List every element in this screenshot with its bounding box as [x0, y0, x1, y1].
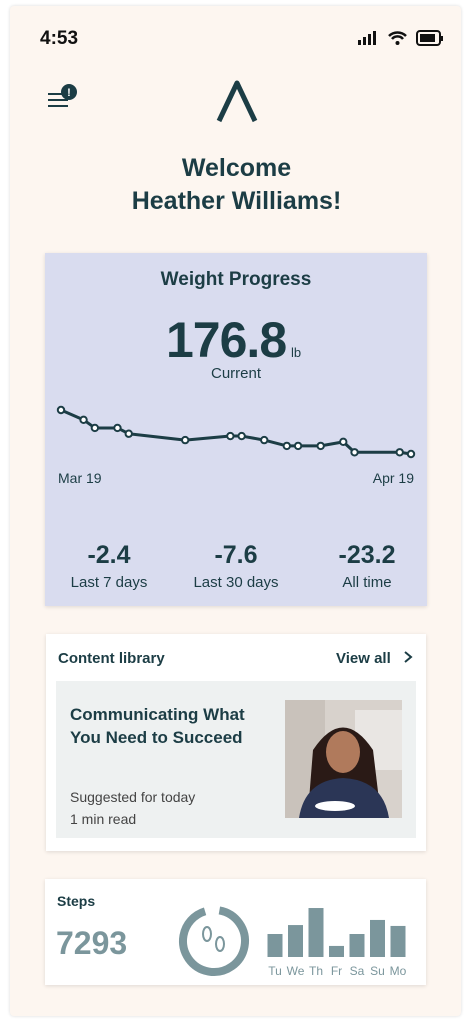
- weight-point: [395, 448, 404, 457]
- day-label: Fr: [331, 964, 342, 978]
- welcome-line: Welcome: [181, 154, 292, 182]
- weight-point: [237, 431, 246, 441]
- chevron: [404, 651, 413, 663]
- status-time: 4:53: [40, 28, 79, 49]
- weight-unit: lb: [291, 345, 302, 360]
- change-value: -23.2: [338, 541, 396, 569]
- day-label: Th: [309, 964, 323, 978]
- article-title: Communicating What You Need to Succeed: [70, 705, 245, 747]
- day-label: Su: [370, 964, 385, 978]
- notification-badge: !: [67, 87, 71, 99]
- steps-title: Steps: [57, 893, 96, 909]
- weight-chart: Mar 19 Apr 19: [56, 405, 416, 486]
- weight-point: [180, 435, 190, 445]
- step-bar: [349, 934, 365, 957]
- content-card: Content library View all Communicating W…: [46, 634, 426, 851]
- weight-card[interactable]: Weight Progress 176.8 lb Current Mar 19 A…: [45, 253, 427, 606]
- step-bar: [308, 908, 324, 957]
- change-label: All time: [342, 574, 392, 591]
- change-stat: -23.2 All time: [307, 541, 427, 591]
- weight-point: [339, 437, 348, 447]
- steps-card[interactable]: Steps 7293 Tu We Th Fr Sa Su Mo: [45, 879, 426, 985]
- day-label: Mo: [390, 964, 407, 978]
- weight-point: [56, 405, 66, 415]
- current-weight: 176.8: [166, 312, 287, 368]
- step-bar: [370, 919, 385, 957]
- article-image: [285, 700, 402, 818]
- day-label: We: [287, 964, 305, 978]
- day-label: Sa: [350, 964, 365, 978]
- change-label: Last 7 days: [70, 574, 148, 591]
- weight-line: [60, 408, 412, 456]
- change-value: -7.6: [214, 541, 258, 569]
- weight-point: [90, 423, 100, 433]
- steps-ring: [179, 906, 249, 976]
- step-bar: [288, 925, 303, 957]
- weight-point: [316, 441, 325, 451]
- status-icons: [358, 30, 443, 46]
- current-label: Current: [210, 365, 262, 382]
- view-all[interactable]: View all: [336, 650, 415, 667]
- weight-point: [79, 415, 88, 425]
- logo: [216, 80, 258, 123]
- welcome: Welcome Heather Williams!: [0, 152, 473, 218]
- x-tick-label: Apr 19: [373, 470, 414, 486]
- weight-point: [113, 423, 122, 433]
- menu-button[interactable]: !: [46, 82, 82, 112]
- article-subtitle: Suggested for today: [70, 789, 196, 805]
- weight-point: [282, 441, 292, 451]
- view-all-text[interactable]: View all: [336, 650, 391, 667]
- steps-count: 7293: [56, 925, 128, 961]
- weight-point: [350, 448, 359, 457]
- x-tick-label: Mar 19: [58, 470, 102, 486]
- step-bar: [267, 934, 283, 957]
- weight-point: [260, 435, 269, 445]
- weight-point: [124, 429, 133, 438]
- change-stat: -2.4 Last 7 days: [49, 541, 169, 591]
- steps-chart: Tu We Th Fr Sa Su Mo: [267, 908, 407, 978]
- change-label: Last 30 days: [193, 574, 279, 591]
- card-title: Weight Progress: [160, 269, 312, 290]
- section-title: Content library: [58, 650, 165, 667]
- change-value: -2.4: [87, 541, 131, 569]
- article-card[interactable]: Communicating What You Need to Succeed S…: [56, 681, 416, 838]
- weight-point: [293, 441, 303, 451]
- read-time: 1 min read: [70, 811, 137, 827]
- step-bar: [329, 945, 344, 957]
- welcome-name: Heather Williams!: [131, 187, 342, 215]
- weight-point: [406, 449, 416, 459]
- day-label: Tu: [268, 964, 282, 978]
- step-bar: [390, 925, 406, 957]
- weight-point: [226, 431, 235, 441]
- change-stat: -7.6 Last 30 days: [176, 541, 296, 591]
